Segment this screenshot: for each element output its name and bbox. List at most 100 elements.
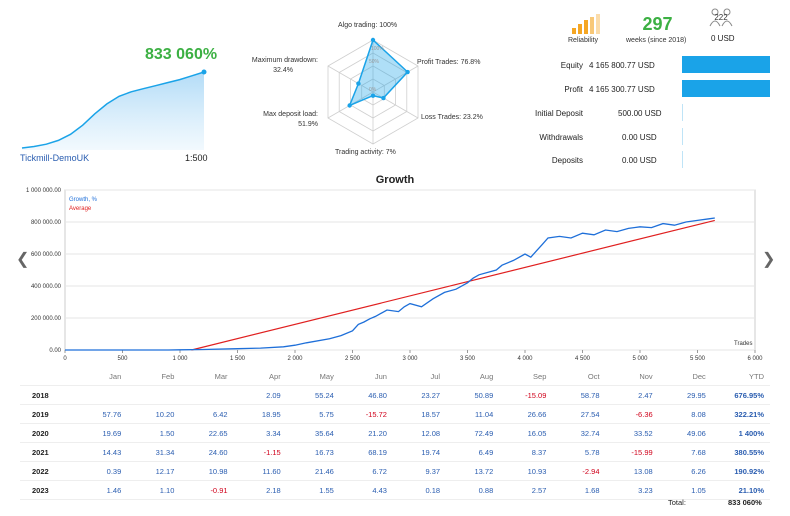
- returns-cell: 58.78: [546, 385, 600, 405]
- returns-cell: 55.24: [280, 385, 334, 405]
- y-tick-label: 600 000.00: [31, 252, 62, 258]
- subscribers-value: 0 USD: [711, 34, 735, 43]
- header-may: May: [280, 367, 334, 386]
- x-tick-label: 3 000: [402, 356, 418, 362]
- returns-cell: 6.72: [333, 461, 387, 481]
- returns-year: 2020: [20, 423, 69, 443]
- returns-cell: 21.20: [333, 423, 387, 443]
- returns-cell: 1.50: [121, 423, 175, 443]
- x-tick-label: 4 000: [517, 356, 533, 362]
- x-tick-label: 2 000: [287, 356, 303, 362]
- radar-label-loss-trades: Loss Trades: 23.2%: [421, 114, 483, 121]
- returns-cell: 3.23: [599, 480, 653, 500]
- returns-cell: 2.57: [493, 480, 547, 500]
- returns-cell: 1.46: [68, 480, 122, 500]
- returns-cell: 23.27: [386, 385, 441, 405]
- returns-cell: -2.94: [546, 461, 600, 481]
- header-jul: Jul: [386, 367, 441, 386]
- returns-cell: 13.08: [599, 461, 653, 481]
- x-tick-label: 1 500: [230, 356, 246, 362]
- returns-cell: [121, 385, 175, 405]
- returns-cell: 0.39: [68, 461, 122, 481]
- returns-cell: 68.19: [333, 442, 387, 462]
- profit-value: 4 165 300.77 USD: [589, 85, 655, 94]
- header-nov: Nov: [599, 367, 653, 386]
- profit-bar: [682, 80, 770, 97]
- withdrawals-label: Withdrawals: [539, 133, 583, 142]
- radar-label-algo: Algo trading: 100%: [338, 22, 397, 29]
- returns-row: 2019 57.76 10.20 6.42 18.95 5.75 -15.72 18.57 11…: [20, 404, 770, 424]
- radar-point: [405, 69, 410, 75]
- x-tick-label: 1 000: [172, 356, 188, 362]
- growth-title: Growth: [375, 174, 415, 186]
- x-axis-label: Trades: [734, 341, 752, 347]
- x-tick-label: 5 500: [690, 356, 706, 362]
- growth-chart: 0.00 200 000.00 400 000.00 600 000.00 800 00…: [26, 188, 763, 362]
- returns-cell: 12.08: [386, 423, 441, 443]
- returns-cell: -1.15: [227, 442, 281, 462]
- radar-point: [370, 37, 376, 43]
- radar-label-profit-trades: Profit Trades: 76.8%: [417, 59, 480, 66]
- returns-cell: -15.09: [493, 385, 547, 405]
- mini-growth-chart: [21, 69, 207, 150]
- returns-header-row: Jan Feb Mar Apr May Jun Jul Aug Sep Oct Nov Dec YTD: [20, 367, 770, 386]
- returns-cell: 5.75: [280, 404, 334, 424]
- returns-cell: 72.49: [440, 423, 494, 443]
- returns-cell: 26.66: [493, 404, 547, 424]
- equity-bar: [682, 56, 770, 73]
- legend-growth: Growth, %: [69, 197, 98, 203]
- y-tick-label: 0.00: [49, 348, 61, 354]
- returns-cell: 19.69: [68, 423, 122, 443]
- growth-line: [65, 217, 715, 351]
- withdrawals-bar: [682, 128, 683, 145]
- mini-growth-line: [21, 71, 205, 149]
- x-tick-label: 500: [117, 356, 128, 362]
- returns-cell: -15.99: [599, 442, 653, 462]
- average-line: [191, 219, 715, 351]
- radar-point: [381, 95, 386, 101]
- returns-cell: 49.06: [652, 423, 706, 443]
- returns-row: 2022 0.39 12.17 10.98 11.60 21.46 6.72 9.37 13.7…: [20, 461, 770, 481]
- returns-cell: 13.72: [440, 461, 494, 481]
- radar-label-drawdown: Maximum drawdown:: [252, 57, 318, 64]
- returns-cell: 22.65: [174, 423, 228, 443]
- header-mar: Mar: [174, 367, 228, 386]
- mini-growth-endpoint: [201, 69, 207, 75]
- chevron-left-icon[interactable]: ❮: [16, 251, 30, 268]
- subscribers-icon: [709, 8, 733, 27]
- returns-cell: 18.95: [227, 404, 281, 424]
- chevron-right-icon[interactable]: ❯: [762, 251, 776, 268]
- returns-cell: 10.20: [121, 404, 175, 424]
- leverage-value: 1:500: [185, 153, 208, 163]
- header-ytd: YTD: [705, 367, 770, 386]
- radar-ring-100: 100%: [371, 46, 384, 52]
- returns-cell: 8.37: [493, 442, 547, 462]
- account-link[interactable]: Tickmill-DemoUK: [20, 153, 90, 163]
- withdrawals-value: 0.00 USD: [622, 133, 657, 142]
- returns-row: 2023 1.46 1.10 -0.91 2.18 1.55 4.43 0.18 0.88 2.5…: [20, 480, 770, 500]
- radar-chart: 100% 50% 0% Algo trading: 100% Profit Tr…: [252, 22, 483, 156]
- x-tick-label: 0: [63, 356, 67, 362]
- returns-cell: 1.68: [546, 480, 600, 500]
- returns-cell: 18.57: [386, 404, 441, 424]
- returns-cell: 0.88: [440, 480, 494, 500]
- returns-row: 2021 14.43 31.34 24.60 -1.15 16.73 68.19 19.74 6…: [20, 442, 770, 462]
- returns-cell: 6.42: [174, 404, 228, 424]
- radar-point: [347, 103, 352, 108]
- returns-cell: 29.95: [652, 385, 706, 405]
- returns-row: 2018 2.09 55.24 46.80 23.27 50.89 -15.09 58.78 2…: [20, 385, 770, 405]
- x-tick-label: 5 000: [632, 356, 648, 362]
- returns-cell: 2.47: [599, 385, 653, 405]
- returns-cell: 12.17: [121, 461, 175, 481]
- legend-average: Average: [69, 206, 92, 212]
- returns-year: 2023: [20, 480, 69, 500]
- returns-year: 2018: [20, 385, 69, 405]
- returns-cell: 19.74: [386, 442, 441, 462]
- initial-deposit-bar: [682, 104, 683, 121]
- returns-cell: 4.43: [333, 480, 387, 500]
- returns-cell: 2.09: [227, 385, 281, 405]
- returns-ytd: 190.92%: [705, 461, 770, 481]
- y-tick-label: 800 000.00: [31, 220, 62, 226]
- returns-cell: 10.98: [174, 461, 228, 481]
- deposits-bar: [682, 151, 683, 168]
